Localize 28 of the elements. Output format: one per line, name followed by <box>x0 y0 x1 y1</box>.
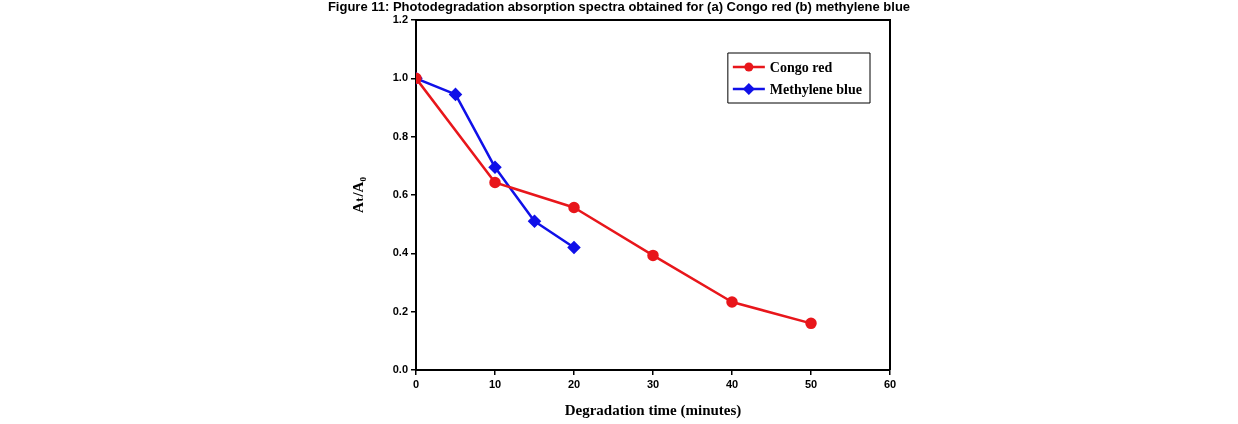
chart-title: Figure 11: Photodegradation absorption spectra obtained for (a) Congo red (b) methylene blue <box>327 0 911 15</box>
point <box>568 201 580 214</box>
y-tick-label: 1.2 <box>392 13 408 26</box>
y-tick-label: 0.2 <box>392 304 408 317</box>
x-tick-label: 10 <box>488 377 502 390</box>
point <box>805 317 817 330</box>
y-tick-label: 0.4 <box>392 246 409 259</box>
x-tick-label: 50 <box>804 377 818 390</box>
legend-label: Congo red <box>769 59 833 75</box>
x-axis-title: Degradation time (minutes) <box>564 401 742 419</box>
legend-label: Methylene blue <box>769 81 862 97</box>
y-tick-label: 0.8 <box>392 129 408 142</box>
x-tick-label: 60 <box>883 377 897 390</box>
point <box>489 176 501 189</box>
x-tick-label: 40 <box>725 377 739 390</box>
y-tick-label: 0.6 <box>392 188 408 201</box>
y-tick-label: 1.0 <box>392 71 408 84</box>
x-tick-label: 30 <box>646 377 660 390</box>
point <box>726 296 738 308</box>
point <box>449 88 462 101</box>
point <box>488 161 502 174</box>
point <box>647 249 659 262</box>
x-tick-label: 0 <box>412 377 420 390</box>
x-tick-label: 20 <box>567 377 581 390</box>
y-axis-title: Aₜ/A₀ <box>349 176 366 213</box>
point <box>528 215 541 228</box>
y-tick-label: 0.0 <box>392 363 408 376</box>
point <box>567 241 581 254</box>
